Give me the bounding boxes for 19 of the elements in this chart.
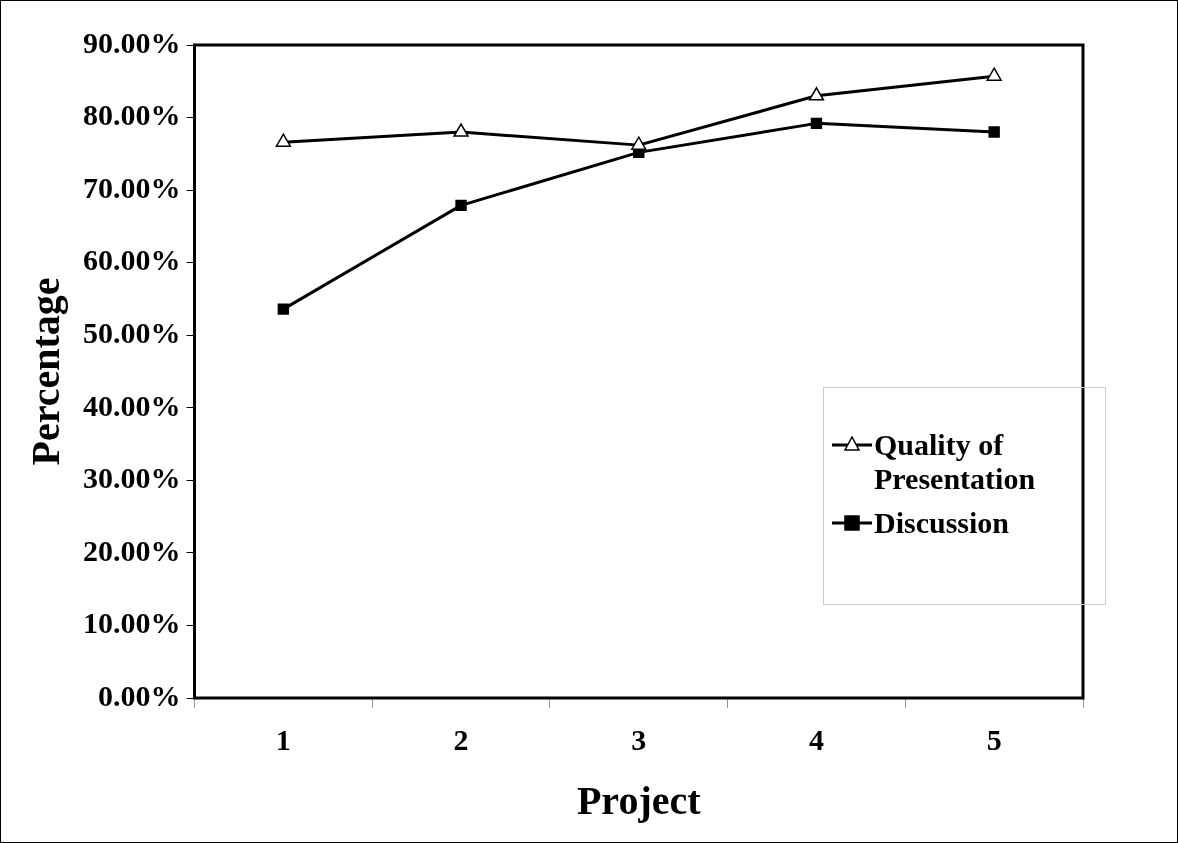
x-tick-label: 1 [275, 722, 291, 756]
y-tick-label: 30.00% [83, 461, 181, 495]
x-axis-title: Project [576, 778, 702, 824]
y-axis-title: Percentage [23, 277, 69, 466]
y-tick-label: 0.00% [98, 678, 181, 712]
x-tick-label: 3 [631, 722, 647, 756]
y-tick-label: 80.00% [83, 98, 181, 132]
x-tick-label: 5 [986, 722, 1002, 756]
y-tick-label: 90.00% [83, 25, 181, 59]
legend-label: Discussion [874, 506, 1010, 540]
y-tick-label: 10.00% [83, 606, 181, 640]
y-tick-label: 40.00% [83, 388, 181, 422]
x-tick-label: 4 [808, 722, 824, 756]
y-tick-label: 60.00% [83, 243, 181, 277]
y-tick-label: 50.00% [83, 315, 181, 349]
y-tick-label: 20.00% [83, 533, 181, 567]
x-tick-label: 2 [453, 722, 469, 756]
legend-label: Quality of Presentation [874, 428, 1037, 496]
y-tick-label: 70.00% [83, 170, 181, 204]
